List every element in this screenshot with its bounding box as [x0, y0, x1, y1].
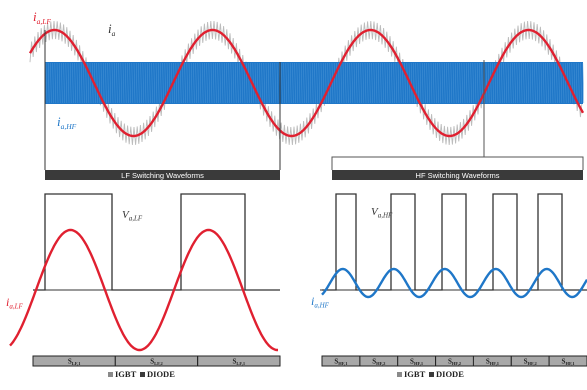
lf-voltage-label: Va,LF	[122, 209, 143, 223]
hf-title-text: HF Switching Waveforms	[416, 171, 500, 180]
lf-legend-igbt-swatch	[108, 372, 113, 377]
lf-legend-diode: DIODE	[147, 369, 175, 379]
lf-current-wave	[28, 28, 585, 138]
hf-legend-diode-swatch	[429, 372, 434, 377]
hf-title-bar	[332, 170, 583, 180]
lf-title-text: LF Switching Waveforms	[121, 171, 204, 180]
hf-segment-label: SHF,2	[448, 358, 462, 367]
lf-current-label: ia,LF	[33, 9, 51, 26]
hf-segment-label: SHF,2	[372, 358, 386, 367]
hf-segment-label: SHF,1	[562, 358, 576, 367]
hf-voltage-label: Va,HF	[371, 206, 393, 220]
lf-segment-label: SLF,1	[232, 358, 245, 367]
lf-current-bottom-label: ia,LF	[6, 295, 23, 311]
hf-segment-label: SHF,1	[486, 358, 500, 367]
lf-legend-diode-swatch	[140, 372, 145, 377]
hf-legend-igbt: IGBT	[404, 369, 426, 379]
hf-segment-label: SHF,1	[334, 358, 348, 367]
lf-segment	[197, 355, 281, 367]
hf-bottom-panel: Va,HF ia,HF SHF,1 SHF,2 SHF,1 SHF,2 SHF,1 SHF…	[311, 193, 587, 379]
hf-callout-bracket	[331, 156, 584, 170]
hf-voltage-pulses	[322, 193, 587, 291]
lf-segment-label: SLF,1	[68, 358, 81, 367]
lf-voltage-pulses	[33, 193, 280, 291]
hf-current-bottom-wave	[321, 267, 587, 299]
top-panel: LF Switching Waveforms HF Switching Wave…	[28, 9, 585, 180]
hf-switch-sequence: SHF,1 SHF,2 SHF,1 SHF,2 SHF,1 SHF,2 SHF,1	[321, 355, 587, 367]
hf-current-bottom-label: ia,HF	[311, 294, 330, 310]
lf-legend-igbt: IGBT	[115, 369, 137, 379]
hf-segment-label: SHF,1	[410, 358, 424, 367]
lf-current-bottom-wave	[9, 228, 278, 352]
lf-segment-label: SLF,2	[150, 358, 163, 367]
hf-segment-label: SHF,2	[524, 358, 538, 367]
hf-legend-diode: DIODE	[436, 369, 464, 379]
lf-switch-sequence: SLF,1 SLF,2 SLF,1	[32, 355, 281, 367]
lf-bottom-panel: Va,LF ia,LF SLF,1 SLF,2 SLF,1 IGBT DIODE	[6, 193, 281, 379]
lf-title-bar	[45, 170, 280, 180]
hf-current-band-texture	[45, 62, 585, 104]
hf-legend-igbt-swatch	[397, 372, 402, 377]
hf-current-label: ia,HF	[57, 114, 77, 131]
total-current-label: ia	[108, 21, 116, 38]
